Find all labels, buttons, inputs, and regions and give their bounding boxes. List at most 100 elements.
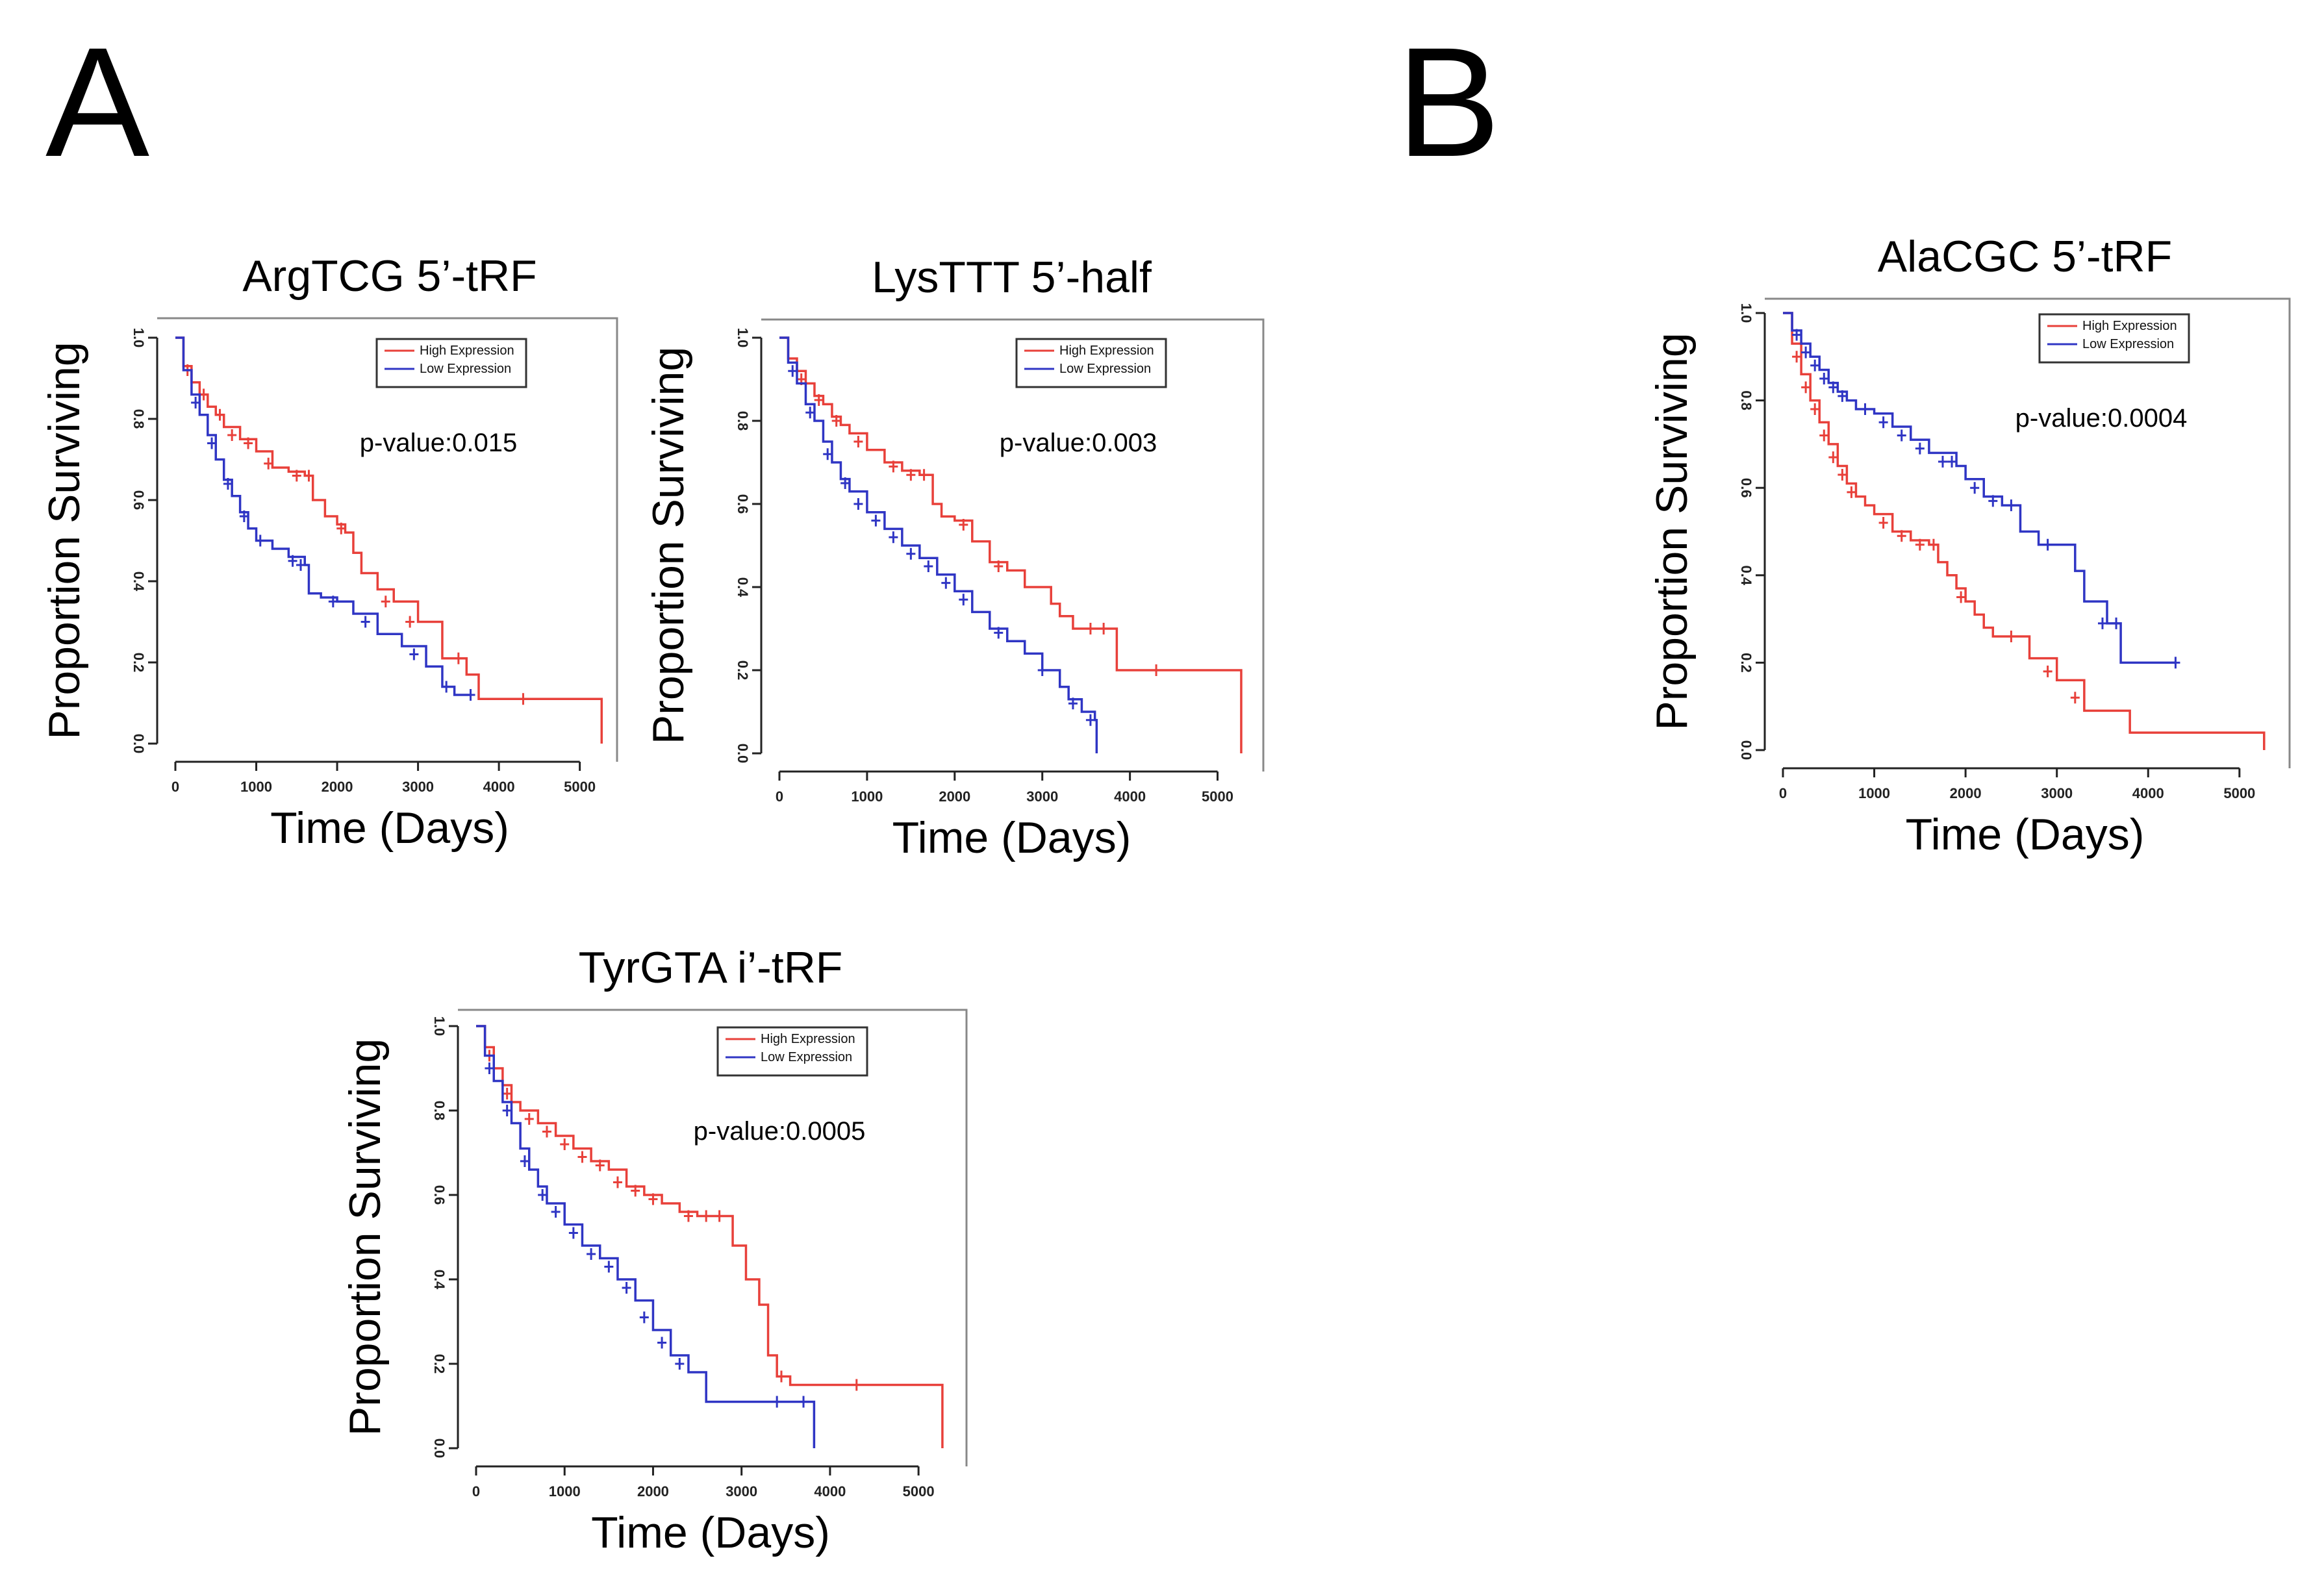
- legend-label-high: High Expression: [2082, 319, 2177, 333]
- y-tick-label: 0.4: [1738, 566, 1754, 586]
- legend-label-high: High Expression: [1059, 344, 1154, 358]
- plot-frame: [1765, 297, 2291, 768]
- legend-box: [1015, 338, 1167, 388]
- x-tick-label: 1000: [851, 788, 883, 805]
- censor-mark-high: [227, 429, 237, 441]
- y-tick-label: 0.8: [431, 1101, 448, 1121]
- chart-title: TyrGTA i’-tRF: [579, 943, 843, 992]
- censor-mark-low: [191, 397, 201, 408]
- y-tick-label: 0.0: [431, 1438, 448, 1459]
- censor-mark-low: [1792, 329, 1802, 341]
- legend-label-low: Low Expression: [2082, 337, 2174, 351]
- censor-mark-low: [924, 560, 933, 572]
- x-axis-label: Time (Days): [892, 813, 1131, 862]
- censor-mark-high: [906, 469, 916, 481]
- censor-mark-low: [288, 555, 297, 567]
- p-value-annotation: p-value:0.003: [1000, 429, 1157, 457]
- x-tick-label: 0: [1779, 785, 1787, 801]
- y-tick-label: 0.6: [1738, 478, 1754, 498]
- censor-mark-high: [215, 408, 225, 421]
- censor-mark-high: [1792, 351, 1802, 363]
- censor-mark-high: [889, 460, 898, 473]
- censor-mark-low: [840, 477, 850, 489]
- y-tick-label: 0.6: [431, 1185, 448, 1205]
- x-tick-label: 2000: [939, 788, 970, 805]
- censor-mark-low: [568, 1227, 578, 1239]
- censor-mark-low: [604, 1261, 614, 1273]
- censor-mark-low: [1037, 664, 1047, 676]
- censor-mark-low: [772, 1396, 782, 1408]
- plot-frame: [458, 1009, 968, 1466]
- y-tick-label: 1.0: [431, 1016, 448, 1036]
- censor-mark-high: [701, 1210, 711, 1222]
- censor-mark-low: [328, 596, 338, 608]
- censor-mark-low: [871, 514, 881, 527]
- legend-label-high: High Expression: [420, 344, 514, 358]
- chart-alacgc: AlaCGC 5’-tRF 0 1000 2000 3000 4000 5000 Time (…: [1647, 232, 2291, 859]
- censor-mark-low: [1085, 714, 1095, 726]
- y-tick-label: 0.0: [1738, 740, 1754, 760]
- censor-mark-low: [959, 594, 968, 606]
- censor-mark-low: [223, 478, 233, 490]
- censor-mark-low: [1970, 482, 1980, 494]
- censor-mark-high: [244, 437, 253, 449]
- chart-argtcg: ArgTCG 5’-tRF 0 1000 2000 3000 4000 5000 Time (…: [40, 251, 618, 853]
- censor-mark-high: [853, 436, 863, 447]
- censor-mark-high: [304, 470, 314, 482]
- censor-mark-high: [1847, 486, 1856, 498]
- x-tick-label: 2000: [1950, 785, 1982, 801]
- censor-mark-high: [1897, 530, 1906, 542]
- p-value-annotation: p-value:0.0005: [694, 1117, 866, 1146]
- censor-mark-high: [1878, 517, 1888, 529]
- censor-mark-low: [2006, 499, 2016, 512]
- censor-mark-high: [994, 560, 1004, 572]
- chart-lysttt: LysTTT 5’-half 0 1000 2000 3000 4000 5000 Time …: [644, 253, 1265, 862]
- censor-mark-high: [560, 1138, 570, 1150]
- survival-curve-low: [175, 336, 471, 696]
- censor-mark-low: [1838, 390, 1847, 402]
- y-tick-label: 0.2: [1738, 653, 1754, 673]
- censor-mark-low: [502, 1105, 512, 1116]
- censor-mark-high: [2006, 631, 2016, 643]
- x-tick-label: 3000: [726, 1483, 757, 1500]
- censor-mark-low: [1810, 359, 1820, 371]
- y-tick-label: 0.4: [735, 577, 751, 597]
- censor-mark-high: [1915, 538, 1925, 551]
- censor-mark-high: [336, 522, 346, 534]
- censor-mark-low: [1828, 381, 1838, 394]
- chart-title: AlaCGC 5’-tRF: [1878, 232, 2172, 281]
- censor-mark-high: [518, 693, 528, 705]
- y-tick-label: 0.6: [735, 494, 751, 514]
- x-axis-label: Time (Days): [591, 1508, 830, 1557]
- censor-mark-high: [814, 394, 824, 406]
- censor-mark-low: [239, 510, 249, 522]
- censor-mark-low: [409, 648, 419, 660]
- x-tick-label: 1000: [240, 779, 272, 795]
- legend-label-low: Low Expression: [1059, 362, 1151, 376]
- censor-mark-low: [1988, 495, 1998, 507]
- legend-box: [716, 1026, 868, 1077]
- censor-mark-low: [520, 1155, 529, 1167]
- censor-mark-low: [296, 559, 306, 571]
- censor-mark-high: [852, 1379, 861, 1391]
- survival-curve-high: [476, 1025, 944, 1448]
- x-tick-label: 4000: [1114, 788, 1146, 805]
- y-tick-label: 0.6: [131, 490, 147, 510]
- censor-mark-low: [1897, 429, 1906, 442]
- p-value-annotation: p-value:0.015: [360, 429, 517, 457]
- censor-mark-high: [648, 1193, 658, 1205]
- survival-curve-low: [476, 1025, 816, 1448]
- y-axis-label: Proportion Surviving: [644, 347, 693, 744]
- y-axis-label: Proportion Surviving: [340, 1038, 390, 1436]
- censor-mark-high: [1085, 623, 1095, 634]
- x-axis-label: Time (Days): [270, 803, 509, 853]
- censor-mark-low: [1938, 455, 1947, 468]
- censor-mark-low: [1068, 697, 1078, 710]
- y-tick-label: 1.0: [1738, 303, 1754, 323]
- legend-label-high: High Expression: [761, 1032, 855, 1046]
- censor-mark-low: [1947, 455, 1957, 468]
- y-tick-label: 1.0: [735, 328, 751, 348]
- y-tick-label: 0.0: [735, 744, 751, 764]
- censor-mark-high: [1838, 469, 1847, 481]
- censor-mark-low: [538, 1189, 548, 1201]
